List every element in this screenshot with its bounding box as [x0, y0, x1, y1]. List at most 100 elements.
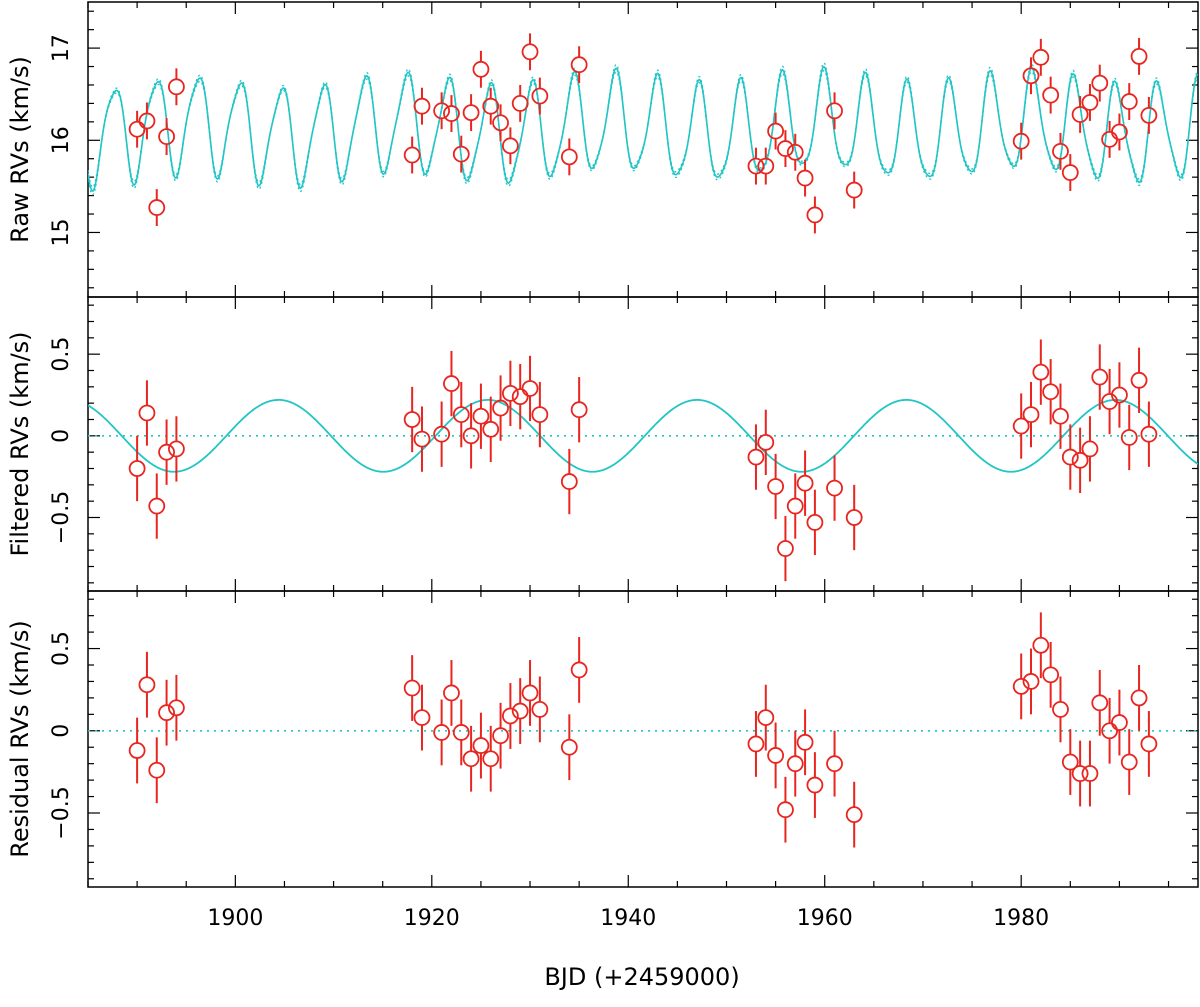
filtered-data-point — [403, 411, 421, 428]
residual-rv-panel: −0.5 0 0.5 Residual RVs (km/s) 1900 1920 1940 1… — [6, 590, 1199, 931]
residual-data-point — [1091, 694, 1109, 712]
raw-data-point — [1042, 86, 1060, 104]
filtered-data-point — [1140, 425, 1158, 443]
residual-y-tick-label: 0 — [49, 724, 74, 738]
residual-data-point — [472, 737, 490, 754]
residual-data-point — [501, 707, 519, 725]
residual-data-point — [433, 724, 451, 741]
raw-data-point — [492, 114, 509, 132]
residual-data-point — [403, 679, 421, 697]
raw-data-point — [433, 102, 451, 120]
filtered-data-point — [531, 406, 549, 424]
raw-data-point — [1022, 67, 1040, 85]
residual-y-tick-label: −0.5 — [49, 786, 74, 839]
filtered-data-point — [570, 401, 588, 419]
filtered-data-point — [472, 407, 490, 425]
raw-data-point — [501, 137, 519, 155]
filtered-data-point — [560, 473, 578, 490]
filtered-data-point — [1061, 448, 1079, 466]
residual-data-point — [570, 661, 588, 679]
raw-data-point — [1052, 142, 1069, 160]
filtered-data-point — [452, 406, 470, 424]
residual-data-point — [1130, 689, 1148, 707]
residual-data-point — [1081, 765, 1099, 782]
residual-data-point — [1032, 636, 1050, 654]
filtered-data-point — [501, 384, 519, 402]
residual-data-point — [786, 755, 804, 773]
residual-y-axis-title: Residual RVs (km/s) — [6, 620, 34, 858]
raw-data-point — [570, 56, 588, 74]
raw-data-point — [826, 102, 843, 120]
raw-data-point — [168, 78, 185, 96]
raw-data-point — [472, 60, 490, 78]
raw-data-point — [482, 97, 500, 115]
filtered-data-point — [492, 399, 509, 417]
filtered-y-axis-title: Filtered RVs (km/s) — [6, 331, 34, 556]
residual-data-point — [1071, 765, 1089, 782]
raw-data-point — [128, 120, 146, 138]
residual-data-point — [1061, 753, 1079, 771]
residual-data-point — [138, 676, 156, 694]
x-tick-label: 1980 — [993, 906, 1049, 931]
residual-data-point — [1120, 753, 1138, 771]
x-tick-label: 1900 — [207, 906, 263, 931]
filtered-data-point — [1042, 383, 1060, 401]
residual-data-point — [845, 806, 863, 824]
raw-data-point — [1071, 106, 1089, 123]
raw-data-point — [462, 104, 480, 122]
raw-model-lower-bound — [88, 69, 1198, 189]
raw-model-lines — [88, 62, 1198, 196]
filtered-data-point — [777, 540, 794, 557]
raw-data-point — [1032, 48, 1050, 66]
filtered-data-point — [767, 478, 785, 495]
residual-data-points — [128, 612, 1158, 848]
raw-data-point — [452, 145, 470, 163]
residual-data-point — [1042, 666, 1060, 684]
filtered-rv-panel: −0.5 0 0.5 Filtered RVs (km/s) — [6, 296, 1199, 592]
raw-rv-panel: 15 16 17 Raw RVs (km/s) — [6, 1, 1199, 298]
filtered-data-point — [1032, 363, 1050, 381]
raw-y-axis-title: Raw RVs (km/s) — [6, 56, 34, 243]
filtered-data-point — [462, 427, 480, 445]
filtered-model-lines — [88, 398, 1198, 473]
filtered-data-point — [1111, 386, 1128, 404]
keplerian-fit-curve — [88, 398, 1198, 473]
filtered-data-point — [806, 514, 824, 531]
filtered-data-point — [138, 404, 156, 422]
filtered-data-point — [1081, 440, 1099, 458]
filtered-data-point — [1052, 407, 1069, 425]
residual-data-point — [492, 727, 509, 745]
filtered-data-point — [747, 448, 765, 466]
residual-data-point — [521, 684, 539, 702]
residual-data-point — [443, 684, 460, 702]
filtered-data-point — [1091, 368, 1109, 386]
residual-data-point — [747, 735, 765, 753]
raw-data-point — [560, 148, 578, 166]
residual-data-point — [462, 750, 480, 768]
raw-data-point — [767, 122, 785, 140]
residual-data-point — [1052, 701, 1069, 718]
filtered-y-tick-label: 0 — [49, 429, 74, 443]
raw-data-point — [403, 146, 421, 164]
raw-y-tick-label: 17 — [49, 34, 74, 62]
raw-data-point — [1091, 74, 1109, 92]
filtered-data-point — [482, 420, 500, 438]
raw-data-point — [1140, 106, 1158, 124]
x-tick-label: 1940 — [600, 906, 656, 931]
raw-data-point — [158, 128, 175, 145]
filtered-y-tick-label: 0.5 — [49, 337, 74, 372]
filtered-data-points — [128, 339, 1158, 582]
residual-data-point — [560, 738, 578, 756]
filtered-data-point — [443, 375, 460, 392]
raw-data-point — [777, 140, 794, 157]
filtered-data-point — [413, 430, 431, 448]
residual-data-point — [531, 701, 549, 718]
residual-data-point — [826, 755, 843, 773]
raw-data-point — [806, 206, 824, 224]
residual-data-point — [158, 704, 175, 722]
raw-data-point — [1012, 132, 1030, 150]
raw-data-point — [511, 95, 529, 112]
residual-data-point — [767, 747, 785, 764]
filtered-data-point — [1022, 406, 1040, 424]
raw-data-point — [845, 181, 863, 199]
